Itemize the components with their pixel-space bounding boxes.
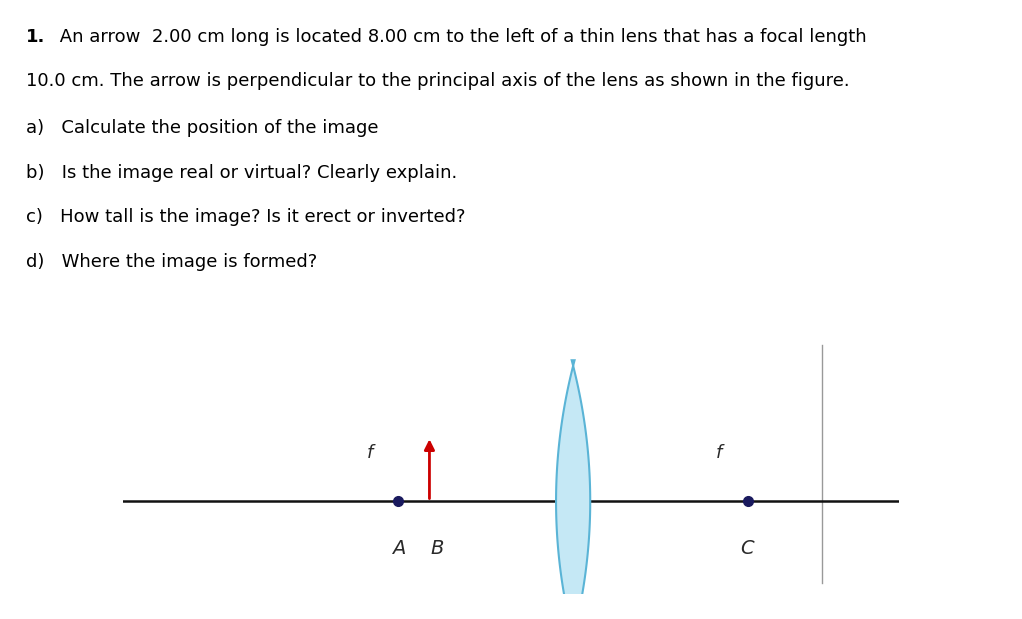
Text: 10.0 cm. The arrow is perpendicular to the principal axis of the lens as shown i: 10.0 cm. The arrow is perpendicular to t…: [26, 72, 849, 90]
Text: $B$: $B$: [430, 539, 445, 558]
Text: b)   Is the image real or virtual? Clearly explain.: b) Is the image real or virtual? Clearly…: [26, 164, 457, 182]
Text: $C$: $C$: [740, 539, 755, 558]
Text: d)   Where the image is formed?: d) Where the image is formed?: [26, 253, 317, 271]
Text: $f$: $f$: [715, 444, 726, 462]
Text: $A$: $A$: [390, 539, 406, 558]
Text: An arrow  2.00 cm long is located 8.00 cm to the left of a thin lens that has a : An arrow 2.00 cm long is located 8.00 cm…: [54, 28, 867, 46]
Text: a)   Calculate the position of the image: a) Calculate the position of the image: [26, 119, 378, 137]
Text: 1.: 1.: [26, 28, 45, 46]
Text: $f$: $f$: [366, 444, 376, 462]
Text: c)   How tall is the image? Is it erect or inverted?: c) How tall is the image? Is it erect or…: [26, 209, 465, 227]
Polygon shape: [556, 360, 591, 619]
